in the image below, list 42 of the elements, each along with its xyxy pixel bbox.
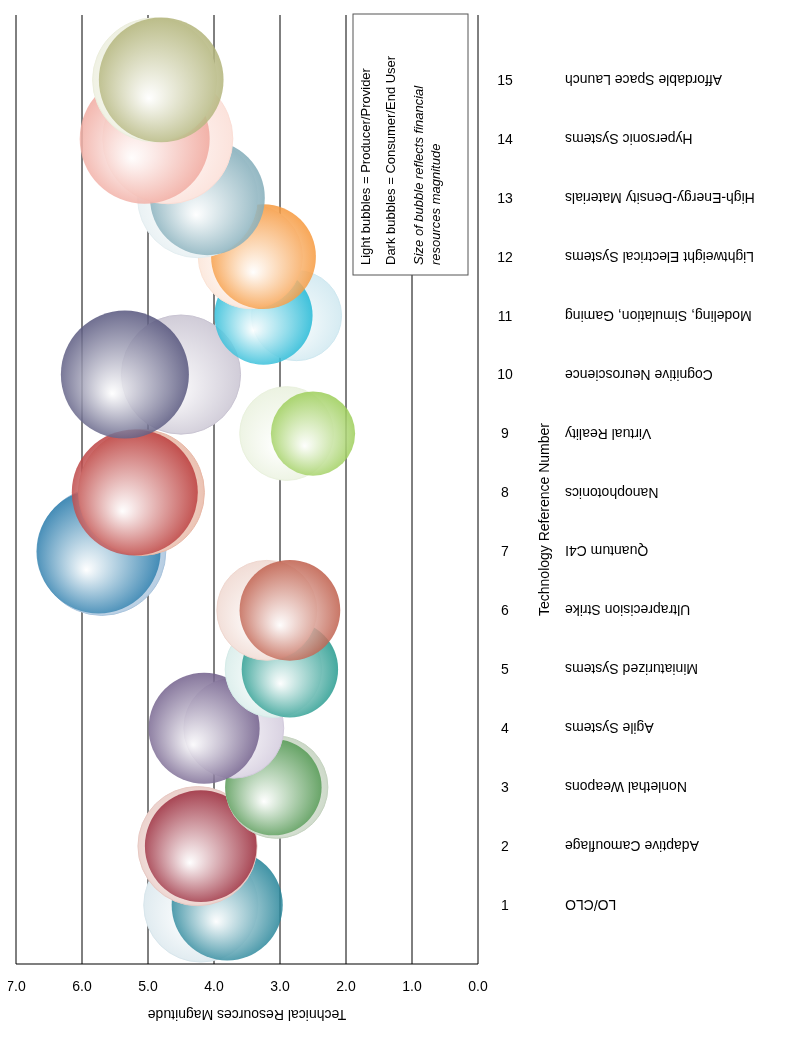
y-tick-label: Nonlethal Weapons — [565, 779, 687, 796]
y2-tick-label: 5 — [501, 661, 510, 678]
y-tick-label: Cognitive Neuroscience — [564, 366, 713, 383]
y-tick-label: Lightweight Electrical Systems — [565, 248, 755, 265]
y2-tick-label: 6 — [501, 602, 510, 619]
y2-tick-label: 10 — [497, 366, 513, 383]
y2-tick-label: 13 — [497, 189, 513, 206]
x-tick-label: 6.0 — [72, 977, 92, 994]
x-tick-label: 0.0 — [468, 977, 488, 994]
annotation: Dark bubbles = Consumer/End User — [383, 55, 398, 265]
y-tick-label: Nanophotonics — [565, 484, 659, 501]
y2-tick-label: 15 — [497, 71, 513, 88]
x-tick-label: 3.0 — [270, 977, 290, 994]
x-axis-title: Technical Resources Magnitude — [147, 1007, 347, 1024]
y-tick-label: Virtual Reality — [565, 425, 652, 442]
annotation: Light bubbles = Producer/Provider — [358, 67, 373, 265]
annotation: Size of bubble reflects financial resources magnitude — [411, 84, 443, 265]
y2-tick-label: 2 — [501, 838, 510, 855]
x-tick-label: 1.0 — [402, 977, 422, 994]
y-tick-label: Ultraprecision Strike — [564, 602, 691, 619]
y2-tick-label: 14 — [497, 130, 513, 147]
y2-tick-label: 3 — [501, 779, 510, 796]
y-tick-label: Adaptive Camouflage — [564, 838, 699, 855]
y-tick-label: Agile Systems — [565, 720, 654, 737]
y2-tick-label: 12 — [497, 248, 513, 265]
y2-tick-label: 1 — [501, 896, 510, 913]
y-tick-label: Affordable Space Launch — [565, 71, 722, 88]
y2-tick-label: 11 — [497, 307, 513, 324]
x-tick-label: 4.0 — [204, 977, 224, 994]
y-tick-label: Hypersonic Systems — [565, 130, 693, 147]
y2-tick-label: 4 — [501, 720, 510, 737]
y-tick-label: High-Energy-Density Materials — [565, 189, 755, 206]
x-tick-label: 2.0 — [336, 977, 356, 994]
y-tick-label: Miniaturized Systems — [565, 661, 699, 678]
y2-tick-label: 9 — [501, 425, 510, 442]
y-tick-label: LO/CLO — [564, 897, 617, 914]
y2-axis-title: Technology Reference Number — [535, 422, 552, 616]
x-tick-label: 5.0 — [138, 977, 158, 994]
y-tick-label: Quantum C4I — [565, 543, 649, 560]
y-tick-label: Modeling, Simulation, Gaming — [565, 307, 752, 324]
y2-tick-label: 8 — [501, 484, 510, 501]
y2-tick-label: 7 — [501, 543, 510, 560]
